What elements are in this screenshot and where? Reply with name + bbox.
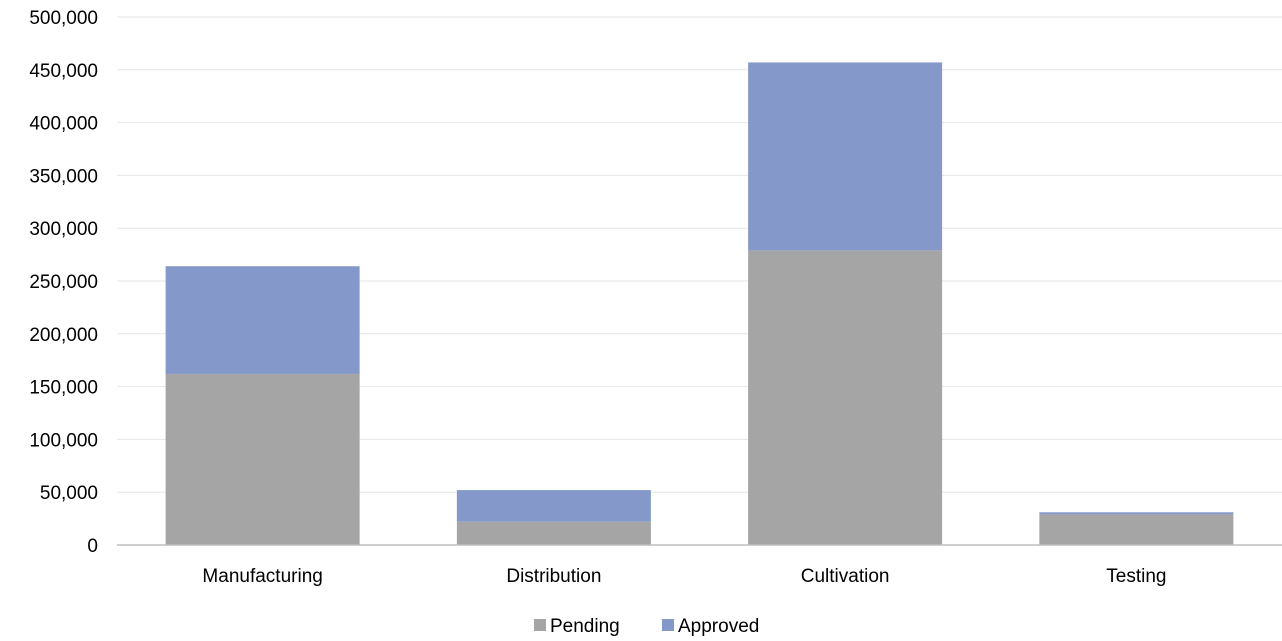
bar-pending-manufacturing	[165, 373, 360, 545]
bar-pending-distribution	[456, 521, 651, 545]
bar-approved-distribution	[456, 490, 651, 522]
y-axis-tick-labels: 0 50,000 100,000 150,000 200,000 250,000 300,0…	[29, 8, 98, 557]
x-axis-category-labels: Manufacturing Distribution Cultivation Test…	[202, 566, 1166, 587]
bar-pending-testing	[1039, 514, 1234, 545]
y-tick-label: 400,000	[29, 114, 98, 135]
y-tick-label: 200,000	[29, 325, 98, 346]
bar-approved-testing	[1039, 512, 1234, 515]
y-tick-label: 250,000	[29, 272, 98, 293]
y-tick-label: 100,000	[29, 430, 98, 451]
legend-label-pending: Pending	[550, 616, 620, 637]
y-tick-label: 500,000	[29, 8, 98, 29]
y-tick-label: 350,000	[29, 166, 98, 187]
x-category-label: Cultivation	[801, 566, 890, 587]
y-tick-label: 300,000	[29, 219, 98, 240]
x-category-label: Testing	[1106, 566, 1166, 587]
y-tick-label: 0	[87, 536, 98, 557]
bar-pending-cultivation	[748, 250, 943, 545]
y-tick-label: 50,000	[40, 483, 98, 504]
x-category-label: Manufacturing	[202, 566, 322, 587]
bar-approved-cultivation	[748, 62, 943, 251]
legend-swatch-pending	[534, 619, 546, 631]
bar-approved-manufacturing	[165, 266, 360, 374]
y-tick-label: 450,000	[29, 61, 98, 82]
legend: Pending Approved	[534, 616, 759, 637]
y-tick-label: 150,000	[29, 378, 98, 399]
legend-label-approved: Approved	[678, 616, 759, 637]
legend-swatch-approved	[662, 619, 674, 631]
x-category-label: Distribution	[506, 566, 601, 587]
bars	[165, 62, 1234, 545]
